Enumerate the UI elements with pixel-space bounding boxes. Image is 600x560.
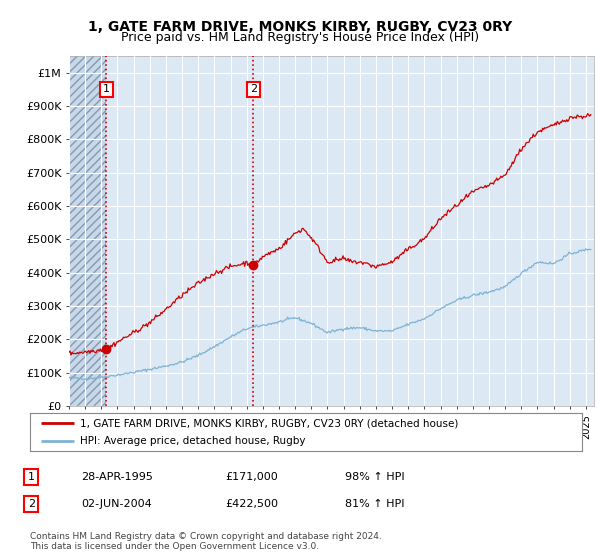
- Text: 28-APR-1995: 28-APR-1995: [81, 472, 153, 482]
- Text: 1, GATE FARM DRIVE, MONKS KIRBY, RUGBY, CV23 0RY (detached house): 1, GATE FARM DRIVE, MONKS KIRBY, RUGBY, …: [80, 418, 458, 428]
- Text: 1: 1: [103, 85, 110, 94]
- Text: 02-JUN-2004: 02-JUN-2004: [81, 499, 152, 509]
- Text: £422,500: £422,500: [225, 499, 278, 509]
- Text: 1, GATE FARM DRIVE, MONKS KIRBY, RUGBY, CV23 0RY: 1, GATE FARM DRIVE, MONKS KIRBY, RUGBY, …: [88, 20, 512, 34]
- Bar: [69, 56, 106, 406]
- Text: 1: 1: [28, 472, 35, 482]
- Text: £171,000: £171,000: [225, 472, 278, 482]
- Text: 98% ↑ HPI: 98% ↑ HPI: [345, 472, 404, 482]
- Text: 2: 2: [28, 499, 35, 509]
- Text: Contains HM Land Registry data © Crown copyright and database right 2024.
This d: Contains HM Land Registry data © Crown c…: [30, 532, 382, 552]
- Text: Price paid vs. HM Land Registry's House Price Index (HPI): Price paid vs. HM Land Registry's House …: [121, 31, 479, 44]
- Text: 81% ↑ HPI: 81% ↑ HPI: [345, 499, 404, 509]
- Text: 2: 2: [250, 85, 257, 94]
- Text: HPI: Average price, detached house, Rugby: HPI: Average price, detached house, Rugb…: [80, 436, 305, 446]
